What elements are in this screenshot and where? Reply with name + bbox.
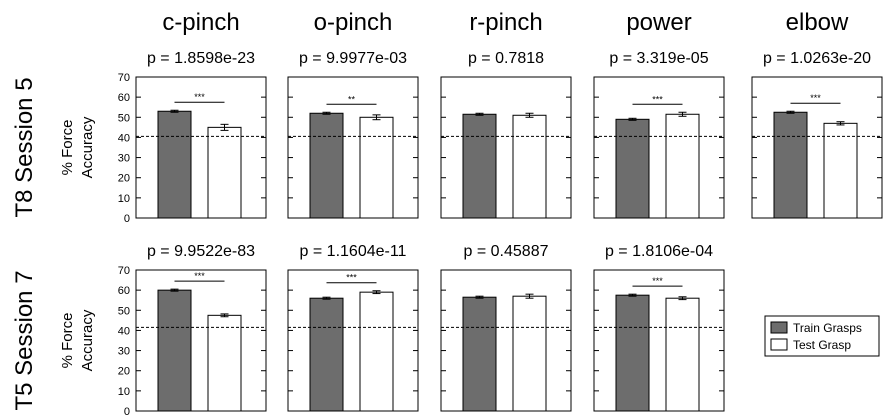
- ytick-label-30: 30: [118, 346, 130, 358]
- ytick-label-20: 20: [118, 173, 130, 185]
- ytick-label-60: 60: [118, 285, 130, 297]
- panel-r0-c1-sig-stars: **: [348, 94, 356, 104]
- column-title-elbow: elbow: [786, 9, 849, 36]
- panel-r1-c2-bar-test: [512, 295, 547, 412]
- ytick-label-70: 70: [118, 72, 130, 84]
- ytick-label-70: 70: [118, 265, 130, 277]
- ytick-label-40: 40: [118, 325, 130, 337]
- panel-r1-c3-bar-train: [615, 294, 650, 412]
- ytick-label-50: 50: [118, 305, 130, 317]
- panel-r0-c1-p-value: p = 9.9977e-03: [299, 50, 407, 67]
- ylabel-line-1: % Force: [59, 120, 76, 176]
- legend-entry-test: Test Grasp: [793, 338, 851, 352]
- panel-r1-c3-bar-test: [665, 297, 700, 412]
- panel-r1-c2-p-value: p = 0.45887: [464, 243, 549, 260]
- row-label-1: T5 Session 7: [11, 270, 38, 410]
- ytick-label-10: 10: [118, 386, 130, 398]
- panel-r0-c3-bar-test: [665, 113, 700, 219]
- panel-r1-c1-frame: [287, 269, 419, 412]
- legend-entry-train: Train Grasps: [793, 321, 862, 335]
- panel-r0-c4-bar-train: [773, 111, 808, 219]
- panel-r0-c0-bar-train: [157, 110, 192, 219]
- panel-r0-c2-p-value: p = 0.7818: [468, 50, 544, 67]
- panel-r0-c4-p-value: p = 1.0263e-20: [763, 50, 871, 67]
- panel-r1-c1-bar-train: [309, 297, 344, 412]
- ytick-label-0: 0: [124, 213, 130, 225]
- panel-r0-c4-frame: [751, 76, 883, 219]
- panel-r1-c1-p-value: p = 1.1604e-11: [300, 243, 407, 260]
- panel-r0-c2-bar-train: [462, 113, 497, 219]
- column-title-o-pinch: o-pinch: [314, 9, 393, 36]
- panel-r1-c0-bar-test: [207, 314, 242, 412]
- panel-r0-c0-sig-stars: ***: [194, 92, 205, 102]
- panel-r0-c4-sig-stars: ***: [810, 93, 821, 103]
- panel-r1-c2-frame: [440, 269, 572, 412]
- panel-r0-c1-bar-test: [359, 116, 394, 219]
- panel-r1-c3-sig-stars: ***: [652, 276, 663, 286]
- ytick-label-60: 60: [118, 92, 130, 104]
- ylabel-line-1: % Force: [59, 313, 76, 369]
- ytick-label-50: 50: [118, 112, 130, 124]
- panel-r1-c0-p-value: p = 9.9522e-83: [147, 243, 255, 260]
- panel-r1-c0-sig-stars: ***: [194, 271, 205, 281]
- ytick-label-20: 20: [118, 366, 130, 378]
- ytick-label-10: 10: [118, 193, 130, 205]
- ylabel-line-2: Accuracy: [79, 116, 96, 178]
- ytick-label-0: 0: [124, 406, 130, 416]
- panel-r1-c0-frame: [135, 269, 267, 412]
- panel-r0-c2-frame: [440, 76, 572, 219]
- ylabel-line-2: Accuracy: [79, 309, 96, 371]
- column-title-r-pinch: r-pinch: [469, 9, 542, 36]
- panel-r1-c1-bar-test: [359, 291, 394, 412]
- panel-r0-c3-frame: [593, 76, 725, 219]
- panel-r1-c2-bar-train: [462, 296, 497, 412]
- panel-r0-c3-p-value: p = 3.319e-05: [609, 50, 708, 67]
- panel-r0-c2-bar-test: [512, 114, 547, 219]
- row-label-0: T8 Session 5: [11, 77, 38, 217]
- column-title-power: power: [626, 9, 691, 36]
- panel-r0-c1-frame: [287, 76, 419, 219]
- legend-swatch-test: [770, 338, 788, 351]
- panel-r0-c3-bar-train: [615, 118, 650, 219]
- ytick-label-30: 30: [118, 153, 130, 165]
- panel-r0-c3-sig-stars: ***: [652, 94, 663, 104]
- panel-r0-c4-bar-test: [823, 122, 858, 219]
- panel-r1-c3-frame: [593, 269, 725, 412]
- panel-r1-c0-bar-train: [157, 289, 192, 412]
- panel-r1-c1-sig-stars: ***: [346, 273, 357, 283]
- panel-r1-c3-p-value: p = 1.8106e-04: [605, 243, 713, 260]
- ytick-label-40: 40: [118, 132, 130, 144]
- panel-r0-c1-bar-train: [309, 112, 344, 219]
- legend-swatch-train: [770, 321, 788, 334]
- panel-r0-c0-frame: [135, 76, 267, 219]
- column-title-c-pinch: c-pinch: [162, 9, 239, 36]
- panel-r0-c0-p-value: p = 1.8598e-23: [147, 50, 255, 67]
- panel-r0-c0-bar-test: [207, 126, 242, 219]
